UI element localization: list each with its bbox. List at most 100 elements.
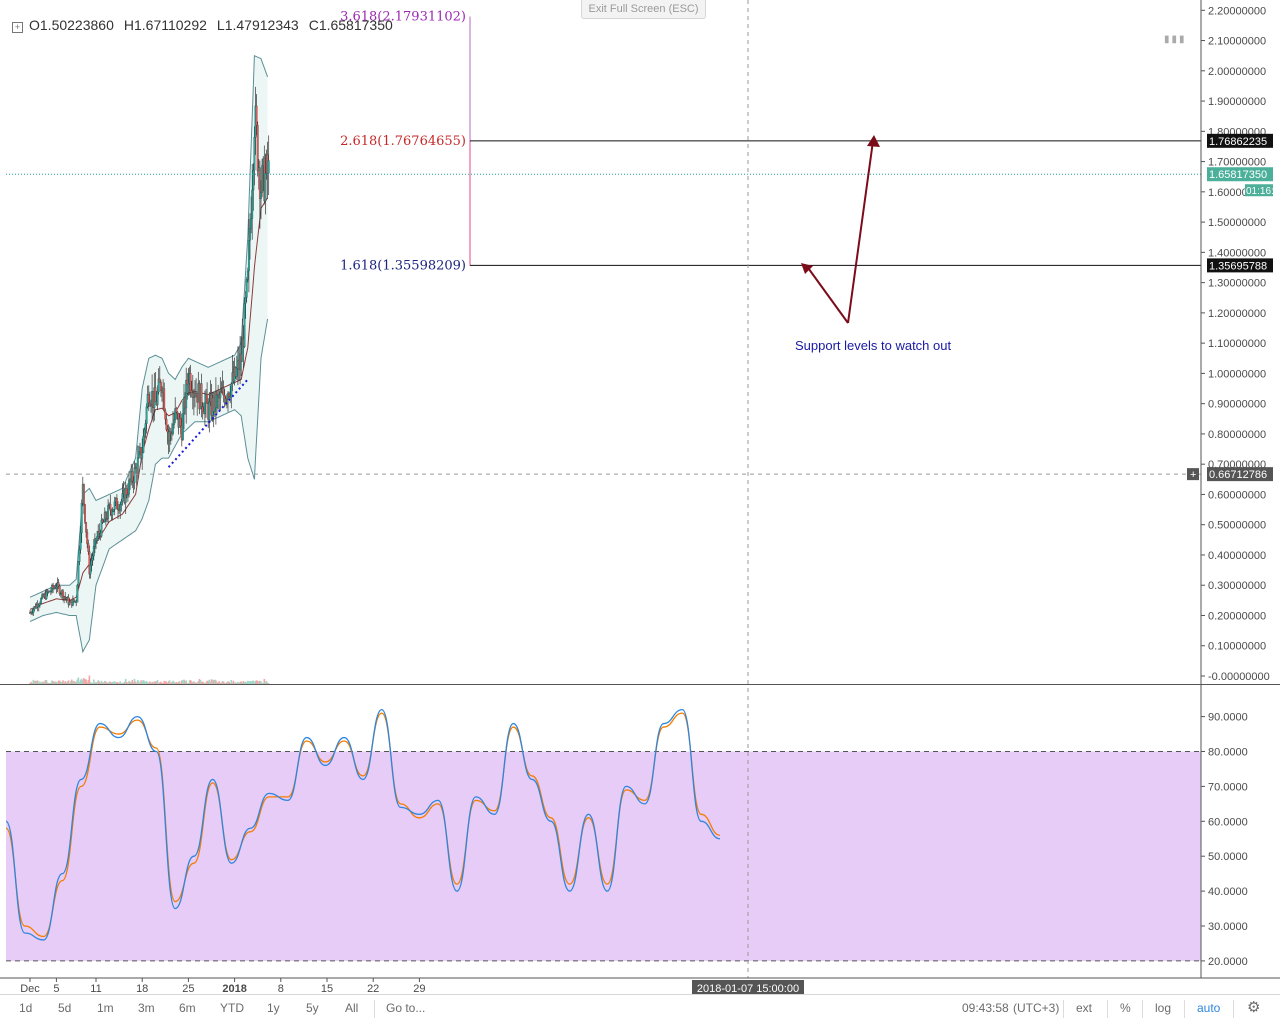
candle-body bbox=[131, 471, 134, 482]
volume-bar bbox=[161, 682, 163, 684]
range-all[interactable]: All bbox=[345, 1001, 359, 1015]
candle-body bbox=[230, 383, 233, 398]
y-tick-label: -0.00000000 bbox=[1208, 671, 1270, 683]
volume-bar bbox=[85, 679, 87, 684]
candle-body bbox=[92, 546, 95, 557]
pane-controls[interactable]: ▮▮▮ bbox=[1164, 34, 1187, 45]
volume-bar bbox=[45, 680, 48, 684]
candle-body bbox=[172, 424, 174, 435]
volume-bar bbox=[135, 682, 138, 684]
candle-body bbox=[119, 504, 122, 511]
volume-bar bbox=[131, 679, 134, 684]
candle-body bbox=[40, 598, 42, 604]
volume-bar bbox=[251, 680, 253, 684]
candle-body bbox=[187, 383, 190, 386]
volume-bar bbox=[50, 682, 52, 684]
volume-bar bbox=[61, 681, 63, 684]
goto-button[interactable]: Go to... bbox=[386, 1001, 426, 1015]
volume-bar bbox=[182, 680, 184, 684]
plus-icon: + bbox=[1190, 469, 1196, 481]
ext-toggle[interactable]: ext bbox=[1076, 1001, 1093, 1015]
range-6m[interactable]: 6m bbox=[179, 1001, 196, 1015]
volume-bar bbox=[218, 681, 220, 684]
candle-body bbox=[84, 504, 86, 523]
range-1m[interactable]: 1m bbox=[97, 1001, 114, 1015]
volume-bar bbox=[204, 682, 206, 684]
volume-bar bbox=[259, 680, 261, 684]
low-value: 1.47912343 bbox=[224, 17, 299, 33]
volume-bar bbox=[239, 681, 241, 684]
osc-y-tick-label: 50.0000 bbox=[1208, 851, 1248, 863]
volume-bar bbox=[163, 680, 165, 684]
volume-bar bbox=[107, 682, 109, 684]
osc-y-tick-label: 90.0000 bbox=[1208, 712, 1248, 724]
log-toggle[interactable]: log bbox=[1155, 1001, 1172, 1015]
volume-bar bbox=[236, 682, 238, 684]
volume-bar bbox=[87, 679, 90, 684]
candle-body bbox=[137, 451, 140, 458]
arrow-head-support bbox=[801, 263, 813, 274]
range-1y[interactable]: 1y bbox=[267, 1001, 280, 1015]
volume-bar bbox=[242, 680, 245, 684]
volume-bar bbox=[243, 682, 246, 684]
candle-body bbox=[143, 429, 146, 437]
candlesticks bbox=[29, 86, 270, 617]
y-tick-label: 1.20000000 bbox=[1208, 308, 1266, 320]
candle-body bbox=[112, 509, 115, 512]
volume-bar bbox=[196, 682, 198, 684]
volume-bar bbox=[208, 679, 211, 684]
candle-body bbox=[252, 169, 255, 191]
range-1d[interactable]: 1d bbox=[19, 1001, 33, 1015]
candle-body bbox=[120, 501, 123, 505]
range-ytd[interactable]: YTD bbox=[220, 1001, 244, 1015]
candle-body bbox=[208, 401, 211, 420]
volume-bar bbox=[249, 681, 251, 684]
volume-bar bbox=[132, 682, 135, 684]
volume-bar bbox=[78, 681, 81, 684]
volume-bar bbox=[156, 679, 159, 684]
range-5d[interactable]: 5d bbox=[58, 1001, 72, 1015]
volume-bar bbox=[128, 680, 130, 684]
volume-bar bbox=[122, 682, 125, 684]
y-tick-label: 1.30000000 bbox=[1208, 278, 1266, 290]
volume-bar bbox=[99, 682, 102, 684]
y-tick-label: 2.10000000 bbox=[1208, 36, 1266, 48]
volume-bar bbox=[129, 681, 131, 684]
ohlc-legend: + O1.50223860 H1.67110292 L1.47912343 C1.658… bbox=[12, 17, 403, 33]
price-tag-crosshair-bg bbox=[1207, 467, 1273, 482]
price-tag-resistance: 1.76862235 bbox=[1209, 136, 1267, 148]
price-tag-countdown: 01:16:02 bbox=[1246, 186, 1280, 197]
collapse-icon[interactable]: + bbox=[12, 22, 23, 33]
candle-body bbox=[201, 406, 204, 412]
timezone-button[interactable]: (UTC+3) bbox=[1013, 1001, 1060, 1015]
volume-bar bbox=[151, 681, 153, 684]
candle-body bbox=[245, 279, 248, 298]
volume-bar bbox=[62, 680, 64, 684]
volume-bar bbox=[188, 680, 191, 684]
volume-bar bbox=[71, 679, 73, 684]
candle-body bbox=[148, 402, 151, 406]
exit-fullscreen-button[interactable]: Exit Full Screen (ESC) bbox=[581, 0, 706, 19]
percent-toggle[interactable]: % bbox=[1120, 1001, 1131, 1015]
volume-bar bbox=[226, 682, 228, 684]
high-value: 1.67110292 bbox=[133, 17, 207, 33]
x-tick-label: 18 bbox=[136, 983, 148, 995]
candle-body bbox=[164, 410, 167, 420]
volume-bar bbox=[237, 681, 239, 684]
volume-bar bbox=[263, 678, 266, 684]
volume-bar bbox=[207, 681, 209, 684]
volume-bar bbox=[145, 680, 148, 684]
x-tick-label: 11 bbox=[90, 983, 101, 995]
range-3m[interactable]: 3m bbox=[138, 1001, 155, 1015]
gear-icon[interactable]: ⚙ bbox=[1247, 999, 1261, 1016]
volume-bar bbox=[40, 682, 42, 684]
y-tick-label: 0.30000000 bbox=[1208, 580, 1266, 592]
volume-bar bbox=[255, 680, 258, 684]
candle-body bbox=[86, 531, 89, 544]
range-5y[interactable]: 5y bbox=[306, 1001, 319, 1015]
candle-body bbox=[121, 493, 124, 502]
candle-body bbox=[59, 593, 62, 595]
volume-bar bbox=[184, 680, 186, 684]
auto-toggle[interactable]: auto bbox=[1197, 1001, 1221, 1015]
